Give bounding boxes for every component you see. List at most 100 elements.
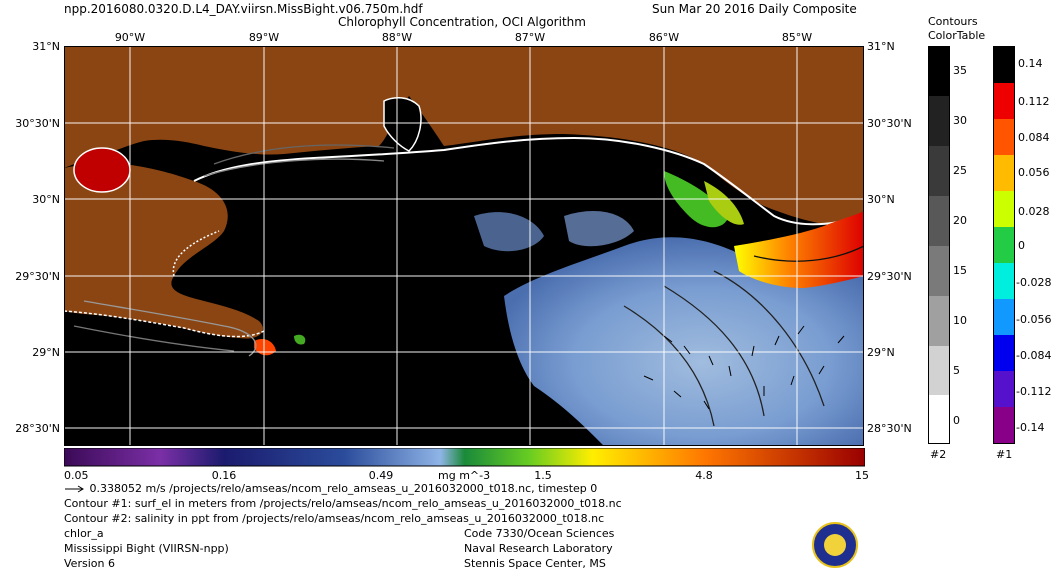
contour-tick: 10 <box>953 314 967 327</box>
chlorophyll-plume <box>294 334 306 345</box>
version-text: Version 6 <box>64 557 115 570</box>
nrl-seal-logo <box>812 522 858 568</box>
contour-tick: 30 <box>953 114 967 127</box>
contour-tick: 20 <box>953 214 967 227</box>
colortable-tick: 0.084 <box>1018 131 1050 144</box>
offshore-blue-region <box>504 237 864 446</box>
lat-label-left: 29°N <box>32 346 60 359</box>
org-line-1: Code 7330/Ocean Sciences <box>464 527 615 540</box>
lat-label-right: 31°N <box>867 40 895 53</box>
contour-line <box>663 285 765 417</box>
lat-label-left: 28°30'N <box>15 422 60 435</box>
lon-label: 89°W <box>248 31 280 44</box>
lake-pontchartrain <box>74 148 130 192</box>
lat-label-right: 29°N <box>867 346 895 359</box>
contour-tick: 35 <box>953 64 967 77</box>
colortable-colorbar <box>993 46 1015 444</box>
scale-tick: 0.16 <box>211 469 237 482</box>
current-vector <box>663 335 673 343</box>
map-title: Chlorophyll Concentration, OCI Algorithm <box>338 15 586 29</box>
vector-legend: 0.338052 m/s /projects/relo/amseas/ncom_… <box>64 482 597 495</box>
current-vector <box>818 365 825 375</box>
current-vector <box>643 375 654 381</box>
colortable-tick: 0.056 <box>1018 166 1050 179</box>
lon-label: 87°W <box>514 31 546 44</box>
colortable-tick: 0 <box>1018 239 1025 252</box>
colortable-tick: -0.112 <box>1016 385 1052 398</box>
scale-units: mg m^-3 <box>438 469 491 482</box>
current-vector <box>797 325 805 335</box>
chlorophyll-colorbar <box>64 448 865 467</box>
colortable-tick: -0.056 <box>1016 313 1052 326</box>
lat-label-left: 29°30'N <box>15 270 60 283</box>
contour-id: #2 <box>930 448 947 461</box>
contour-tick: 25 <box>953 164 967 177</box>
contours-title: Contours <box>928 15 978 28</box>
lat-label-right: 30°30'N <box>867 117 912 130</box>
lat-label-left: 31°N <box>32 40 60 53</box>
colortable-tick: -0.084 <box>1016 349 1052 362</box>
contour-line <box>83 300 257 357</box>
chlorophyll-plume <box>704 181 744 225</box>
org-line-2: Naval Research Laboratory <box>464 542 613 555</box>
filename-label: npp.2016080.0320.D.L4_DAY.viirsn.MissBig… <box>64 2 423 16</box>
current-vector <box>837 335 845 344</box>
contour-line <box>203 158 385 177</box>
current-vector <box>728 365 732 377</box>
chlorophyll-map <box>64 46 864 446</box>
contour-tick: 0 <box>953 414 960 427</box>
current-vector <box>774 335 780 346</box>
colortable-tick: 0.14 <box>1018 57 1043 70</box>
blue-patch <box>474 212 544 252</box>
date-label: Sun Mar 20 2016 Daily Composite <box>652 2 857 16</box>
colortable-title: ColorTable <box>928 29 986 42</box>
lat-label-right: 30°N <box>867 193 895 206</box>
chlorophyll-plume <box>254 339 276 356</box>
contour-line <box>623 305 715 427</box>
lat-label-left: 30°N <box>32 193 60 206</box>
colortable-tick: 0.112 <box>1018 95 1050 108</box>
contour-line <box>753 245 864 262</box>
contour-line <box>73 325 235 352</box>
current-vector <box>673 390 682 398</box>
region-text: Mississippi Bight (VIIRSN-npp) <box>64 542 229 555</box>
scale-tick: 0.49 <box>368 469 394 482</box>
org-line-3: Stennis Space Center, MS <box>464 557 606 570</box>
blue-patch <box>564 211 634 247</box>
colortable-id: #1 <box>996 448 1013 461</box>
lat-label-right: 28°30'N <box>867 422 912 435</box>
coastline <box>193 136 864 226</box>
scale-tick: 1.5 <box>534 469 552 482</box>
contour-line <box>713 270 825 407</box>
current-vector <box>790 375 795 386</box>
contour-tick: 5 <box>953 364 960 377</box>
lon-label: 86°W <box>648 31 680 44</box>
colortable-tick: 0.028 <box>1018 205 1050 218</box>
scale-tick: 4.8 <box>695 469 713 482</box>
colortable-tick: -0.028 <box>1016 276 1052 289</box>
mobile-bay <box>383 96 422 152</box>
lat-label-left: 30°30'N <box>15 117 60 130</box>
lon-label: 90°W <box>114 31 146 44</box>
product-text: chlor_a <box>64 527 104 540</box>
lat-label-right: 29°30'N <box>867 270 912 283</box>
contour1-text: Contour #1: surf_el in meters from /proj… <box>64 497 622 510</box>
contour-tick: 15 <box>953 264 967 277</box>
lon-label: 85°W <box>781 31 813 44</box>
lon-label: 88°W <box>381 31 413 44</box>
current-vector <box>703 400 710 410</box>
coastline <box>64 310 265 338</box>
land-mass <box>64 162 263 339</box>
chlorophyll-plume <box>734 211 864 288</box>
contour-line <box>213 144 395 165</box>
contour-colorbar <box>928 46 950 444</box>
coastline <box>172 230 220 277</box>
vector-legend-text: 0.338052 m/s /projects/relo/amseas/ncom_… <box>89 482 598 495</box>
scale-tick: 0.05 <box>64 469 89 482</box>
scale-tick: 15 <box>855 469 869 482</box>
current-vector <box>683 345 691 355</box>
current-vector <box>708 355 714 366</box>
colortable-tick: -0.14 <box>1016 421 1045 434</box>
map-frame <box>64 46 864 446</box>
contour2-text: Contour #2: salinity in ppt from /projec… <box>64 512 605 525</box>
